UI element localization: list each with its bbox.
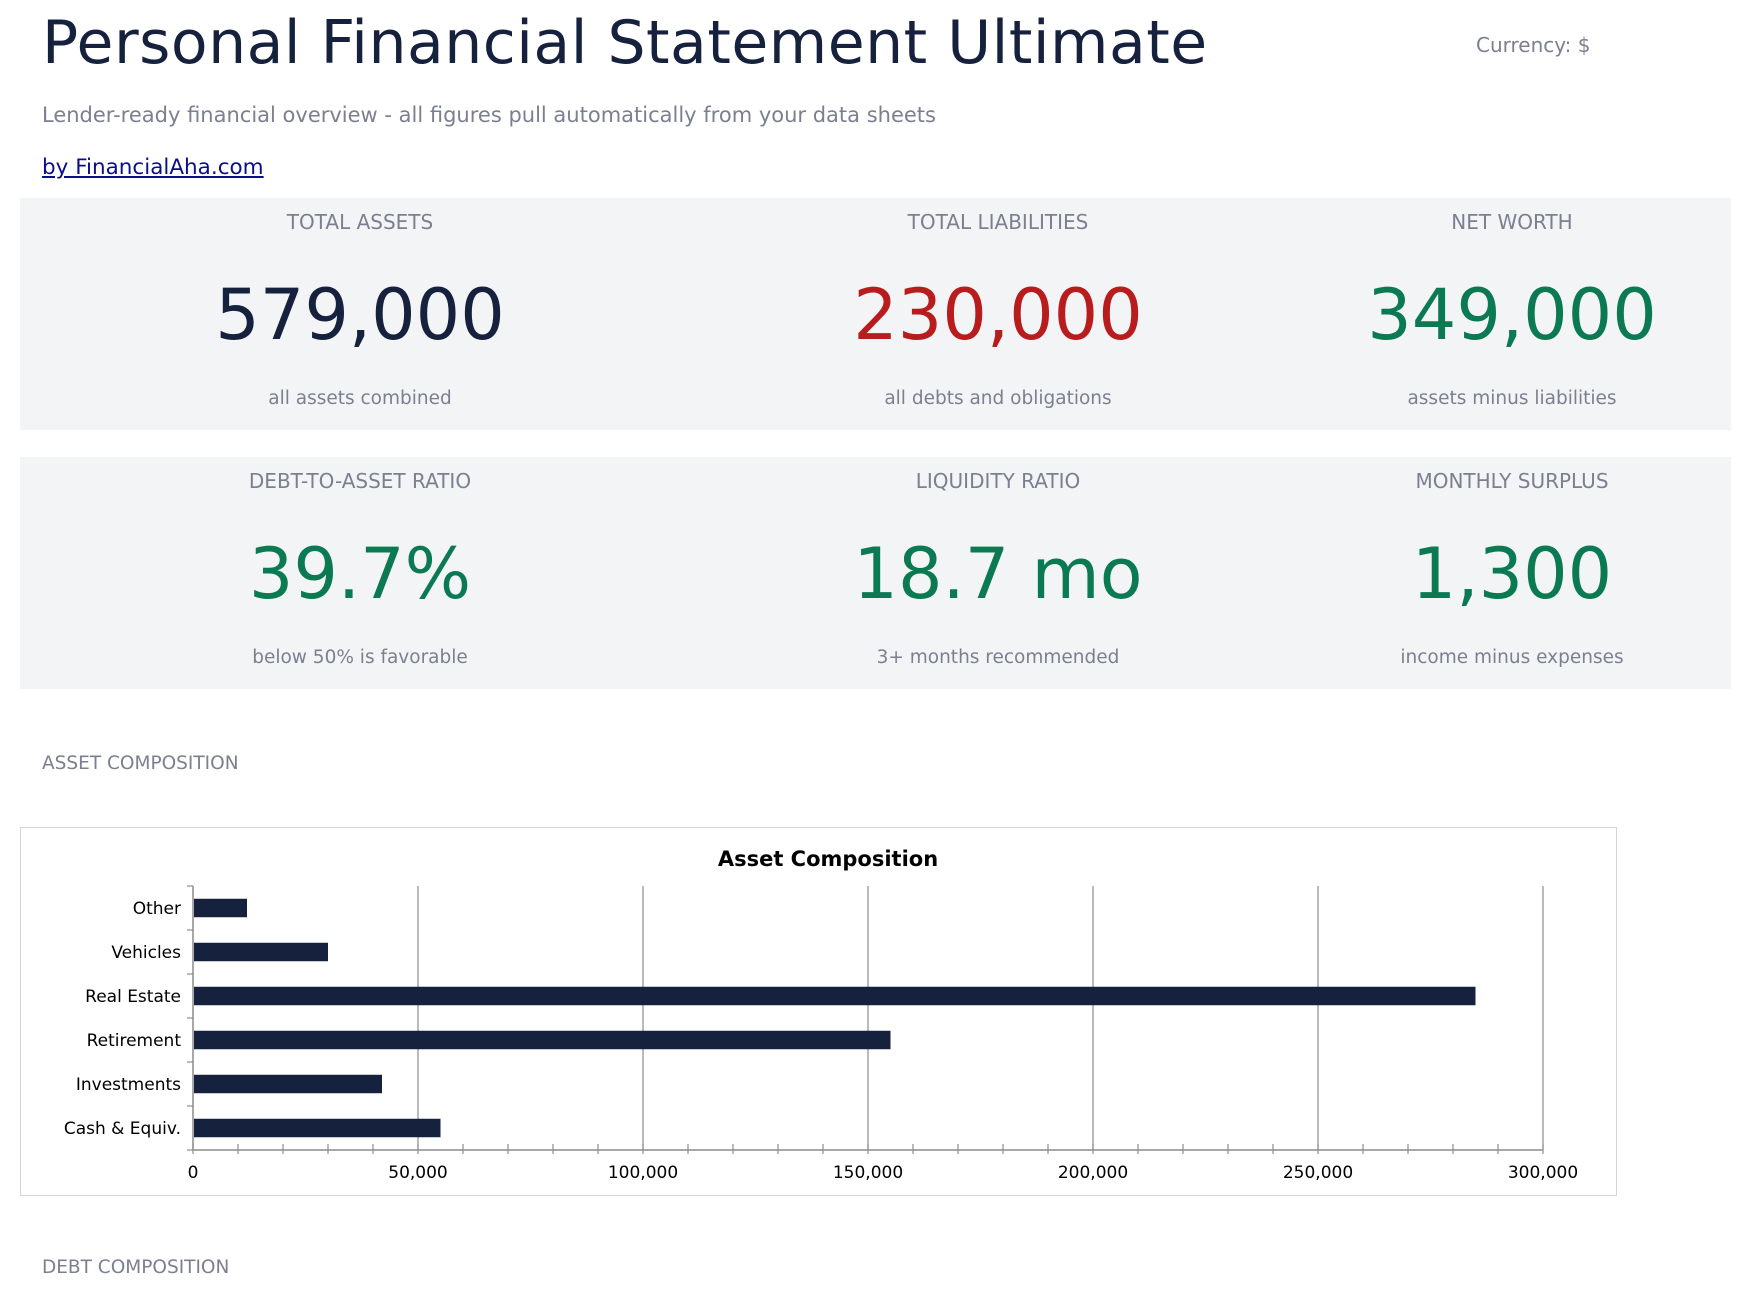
kpi-label: NET WORTH bbox=[1451, 210, 1573, 234]
kpi-caption: all debts and obligations bbox=[884, 388, 1112, 409]
x-tick-label: 50,000 bbox=[388, 1163, 447, 1183]
x-tick-label: 200,000 bbox=[1058, 1163, 1128, 1183]
x-tick-label: 250,000 bbox=[1283, 1163, 1353, 1183]
y-category-label: Other bbox=[133, 899, 181, 919]
bar bbox=[194, 942, 328, 962]
kpi-label: DEBT-TO-ASSET RATIO bbox=[248, 469, 472, 493]
kpi-label: TOTAL LIABILITIES bbox=[907, 210, 1089, 234]
kpi-caption: below 50% is favorable bbox=[252, 647, 468, 668]
asset-composition-chart: Asset Composition 0 50,000 100,000 150,000 20… bbox=[20, 827, 1617, 1196]
kpi-label: TOTAL ASSETS bbox=[286, 210, 434, 234]
kpi-caption: income minus expenses bbox=[1400, 647, 1624, 668]
kpi-value: 349,000 bbox=[1367, 274, 1657, 356]
y-category-label: Retirement bbox=[87, 1031, 182, 1051]
y-category-label: Cash & Equiv. bbox=[64, 1119, 181, 1139]
currency-label: Currency: $ bbox=[1476, 33, 1591, 57]
kpi-debt-to-asset: DEBT-TO-ASSET RATIO 39.7% below 50% is f… bbox=[20, 457, 700, 689]
x-tick-label: 100,000 bbox=[608, 1163, 678, 1183]
kpi-total-liabilities: TOTAL LIABILITIES 230,000 all debts and … bbox=[680, 198, 1316, 430]
kpi-value: 1,300 bbox=[1411, 533, 1613, 615]
section-label-asset-composition: ASSET COMPOSITION bbox=[42, 753, 239, 774]
kpi-band-summary: TOTAL ASSETS 579,000 all assets combined… bbox=[20, 198, 1731, 430]
bar bbox=[194, 898, 247, 918]
y-category-label: Vehicles bbox=[111, 943, 181, 963]
kpi-band-ratios: DEBT-TO-ASSET RATIO 39.7% below 50% is f… bbox=[20, 457, 1731, 689]
kpi-total-assets: TOTAL ASSETS 579,000 all assets combined bbox=[20, 198, 700, 430]
kpi-value: 18.7 mo bbox=[853, 533, 1143, 615]
kpi-label: MONTHLY SURPLUS bbox=[1415, 469, 1609, 493]
x-tick-label: 0 bbox=[188, 1163, 199, 1183]
chart-title: Asset Composition bbox=[718, 847, 938, 871]
x-tick-label: 150,000 bbox=[833, 1163, 903, 1183]
asset-chart-svg: Asset Composition 0 50,000 100,000 150,000 20… bbox=[64, 847, 1578, 1183]
kpi-liquidity-ratio: LIQUIDITY RATIO 18.7 mo 3+ months recomm… bbox=[680, 457, 1316, 689]
x-tick-label: 300,000 bbox=[1508, 1163, 1578, 1183]
kpi-net-worth: NET WORTH 349,000 assets minus liabiliti… bbox=[1266, 198, 1746, 430]
kpi-monthly-surplus: MONTHLY SURPLUS 1,300 income minus expen… bbox=[1266, 457, 1746, 689]
page-subtitle: Lender-ready financial overview - all fi… bbox=[42, 103, 936, 127]
byline-link[interactable]: by FinancialAha.com bbox=[42, 155, 264, 180]
kpi-value: 230,000 bbox=[853, 274, 1143, 356]
bar bbox=[194, 1118, 441, 1138]
bar bbox=[194, 986, 1476, 1006]
bar bbox=[194, 1030, 891, 1050]
bar bbox=[194, 1074, 382, 1094]
y-category-label: Real Estate bbox=[85, 987, 181, 1007]
kpi-value: 39.7% bbox=[248, 533, 472, 615]
kpi-label: LIQUIDITY RATIO bbox=[915, 469, 1081, 493]
page-title: Personal Financial Statement Ultimate bbox=[42, 8, 1208, 78]
kpi-caption: 3+ months recommended bbox=[876, 647, 1120, 668]
kpi-caption: all assets combined bbox=[268, 388, 452, 409]
y-category-label: Investments bbox=[76, 1075, 181, 1095]
kpi-value: 579,000 bbox=[215, 274, 505, 356]
kpi-caption: assets minus liabilities bbox=[1407, 388, 1617, 409]
section-label-debt-composition: DEBT COMPOSITION bbox=[42, 1257, 230, 1278]
